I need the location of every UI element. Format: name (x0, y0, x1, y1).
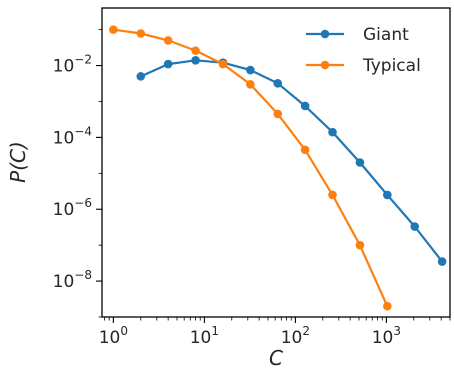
data-point-giant (437, 257, 447, 266)
data-point-giant (273, 79, 283, 88)
data-point-giant (383, 190, 392, 200)
data-point-typical (246, 80, 255, 89)
y-axis-label: P(C) (6, 141, 30, 183)
data-point-giant (355, 158, 365, 167)
data-point-giant (300, 101, 310, 111)
series-line-giant (140, 59, 443, 263)
data-point-giant (410, 222, 420, 231)
plot-frame (101, 7, 451, 318)
data-point-typical (136, 29, 146, 38)
legend-label-typical: Typical (362, 56, 421, 76)
legend-label-giant: Giant (363, 25, 409, 45)
data-point-giant (136, 72, 146, 81)
data-point-typical (163, 36, 173, 45)
axis-ticks: 100 101 102 103 10−2 10−4 10−6 10−8 (53, 29, 451, 348)
data-point-giant (246, 65, 255, 75)
data-point-typical (109, 25, 118, 34)
data-point-giant (191, 55, 200, 65)
y-tick-label: 10−8 (53, 268, 92, 292)
x-tick-label: 100 (99, 324, 128, 348)
data-point-typical (191, 46, 200, 55)
legend-marker-typical (320, 60, 330, 70)
x-tick-label: 102 (281, 324, 310, 348)
data-point-typical (218, 59, 228, 69)
data-point-typical (383, 301, 392, 311)
legend: Giant Typical (306, 25, 421, 76)
data-point-typical (328, 190, 337, 200)
x-tick-label: 103 (372, 324, 401, 348)
data-point-typical (355, 240, 365, 250)
plot-marks (109, 25, 447, 311)
x-tick-label: 101 (190, 324, 219, 348)
legend-marker-giant (320, 29, 330, 39)
x-axis-label: C (269, 346, 283, 370)
y-tick-label: 10−6 (53, 196, 92, 220)
y-tick-label: 10−4 (53, 124, 92, 148)
y-tick-label: 10−2 (53, 53, 92, 77)
data-point-typical (273, 109, 283, 119)
data-point-typical (300, 145, 310, 155)
data-point-giant (328, 127, 337, 137)
data-point-giant (163, 59, 173, 69)
